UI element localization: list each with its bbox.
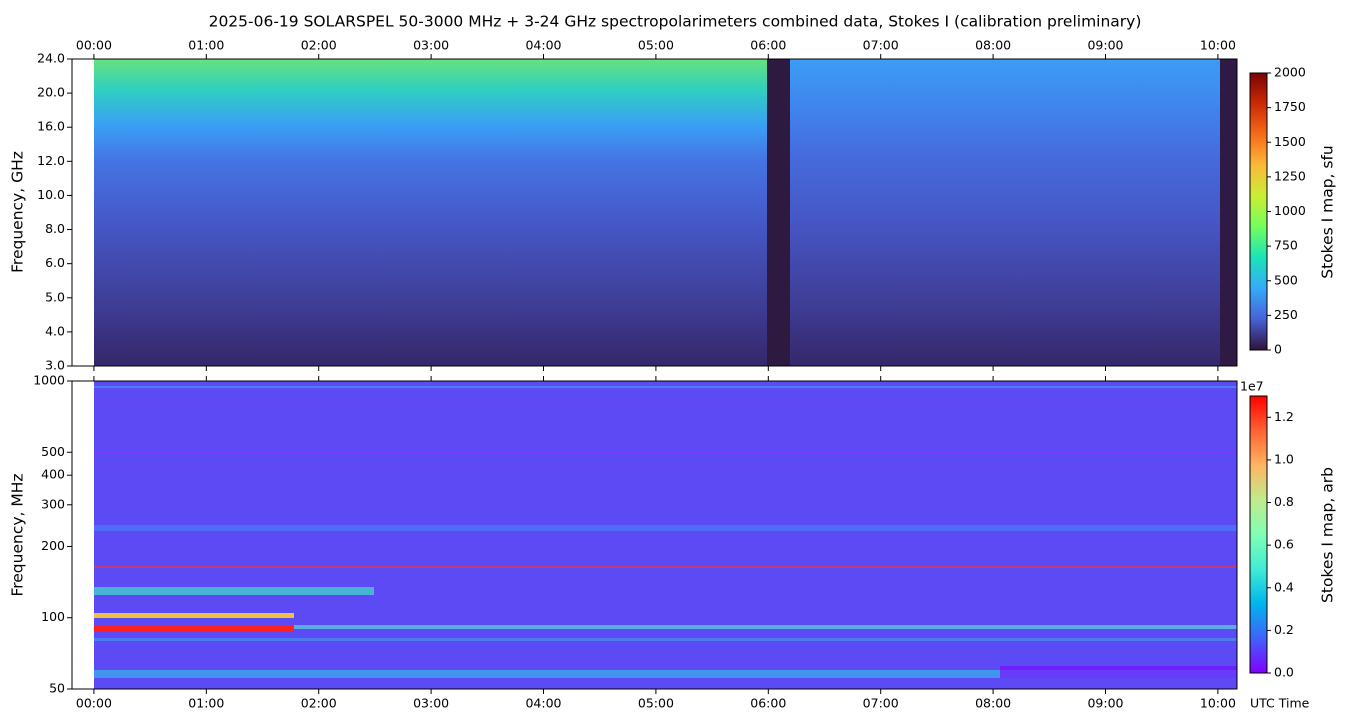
y-tick-label: 400 xyxy=(41,467,65,482)
colorbar-tick-label: 2000 xyxy=(1274,65,1306,80)
colorbar-tick-label: 0.2 xyxy=(1274,622,1294,637)
colorbar xyxy=(1249,395,1268,674)
y-tick-label: 5.0 xyxy=(45,289,65,304)
y-tick-label: 500 xyxy=(41,444,65,459)
x-tick-label: 07:00 xyxy=(863,38,899,53)
y-tick-label: 6.0 xyxy=(45,255,65,270)
x-tick-label: 07:00 xyxy=(863,696,899,711)
x-axis-label: UTC Time xyxy=(1250,696,1310,711)
y-tick-label: 12.0 xyxy=(37,153,65,168)
x-tick-label: 08:00 xyxy=(975,696,1011,711)
chart-title: 2025-06-19 SOLARSPEL 50-3000 MHz + 3-24 … xyxy=(209,13,1142,31)
x-tick-label: 04:00 xyxy=(525,38,561,53)
y-tick-label: 20.0 xyxy=(37,85,65,100)
colorbar-tick-label: 1.0 xyxy=(1274,451,1294,466)
x-tick-label: 01:00 xyxy=(188,696,224,711)
colorbar-tick-label: 0.4 xyxy=(1274,579,1294,594)
x-tick-label: 02:00 xyxy=(301,696,337,711)
colorbar-tick-label: 0 xyxy=(1274,342,1282,357)
colorbar-tick-label: 0.8 xyxy=(1274,494,1294,509)
colorbar-offset: 1e7 xyxy=(1240,379,1264,394)
x-tick-label: 00:00 xyxy=(76,38,112,53)
panel-frame xyxy=(71,58,1238,367)
colorbar-tick-label: 1250 xyxy=(1274,168,1306,183)
x-tick-label: 06:00 xyxy=(750,38,786,53)
colorbar-tick-label: 1750 xyxy=(1274,99,1306,114)
heatmap-top xyxy=(94,59,1237,366)
y-tick-label: 100 xyxy=(41,609,65,624)
colorbar-tick-label: 0.0 xyxy=(1274,665,1294,680)
colorbar-tick-label: 250 xyxy=(1274,307,1298,322)
x-tick-label: 03:00 xyxy=(413,38,449,53)
y-tick-label: 10.0 xyxy=(37,187,65,202)
x-tick-label: 09:00 xyxy=(1087,696,1123,711)
colorbar-tick-label: 1000 xyxy=(1274,203,1306,218)
panel-frame xyxy=(71,380,1238,690)
y-tick-label: 50 xyxy=(49,681,65,696)
y-axis-label: Frequency, MHz xyxy=(9,473,27,596)
colorbar-tick-label: 500 xyxy=(1274,272,1298,287)
colorbar-label: Stokes I map, sfu xyxy=(1319,145,1337,279)
heatmap-bottom xyxy=(94,381,1237,689)
colorbar-tick-label: 0.6 xyxy=(1274,537,1294,552)
x-tick-label: 09:00 xyxy=(1087,38,1123,53)
y-tick-label: 16.0 xyxy=(37,119,65,134)
x-tick-label: 03:00 xyxy=(413,696,449,711)
x-tick-label: 06:00 xyxy=(750,696,786,711)
colorbar-tick-label: 1500 xyxy=(1274,134,1306,149)
y-tick-label: 4.0 xyxy=(45,323,65,338)
x-tick-label: 05:00 xyxy=(638,696,674,711)
y-axis-label: Frequency, GHz xyxy=(9,151,27,273)
y-tick-label: 300 xyxy=(41,496,65,511)
y-tick-label: 3.0 xyxy=(45,358,65,373)
colorbar xyxy=(1249,72,1268,351)
x-tick-label: 05:00 xyxy=(638,38,674,53)
x-tick-label: 00:00 xyxy=(76,696,112,711)
colorbar-tick-label: 1.2 xyxy=(1274,409,1294,424)
x-tick-label: 08:00 xyxy=(975,38,1011,53)
x-tick-label: 10:00 xyxy=(1200,696,1236,711)
y-tick-label: 8.0 xyxy=(45,221,65,236)
x-tick-label: 01:00 xyxy=(188,38,224,53)
x-tick-label: 02:00 xyxy=(301,38,337,53)
x-tick-label: 04:00 xyxy=(525,696,561,711)
x-tick-label: 10:00 xyxy=(1200,38,1236,53)
y-tick-label: 24.0 xyxy=(37,51,65,66)
colorbar-tick-label: 750 xyxy=(1274,238,1298,253)
y-tick-label: 1000 xyxy=(33,373,65,388)
y-tick-label: 200 xyxy=(41,538,65,553)
colorbar-label: Stokes I map, arb xyxy=(1319,467,1337,603)
